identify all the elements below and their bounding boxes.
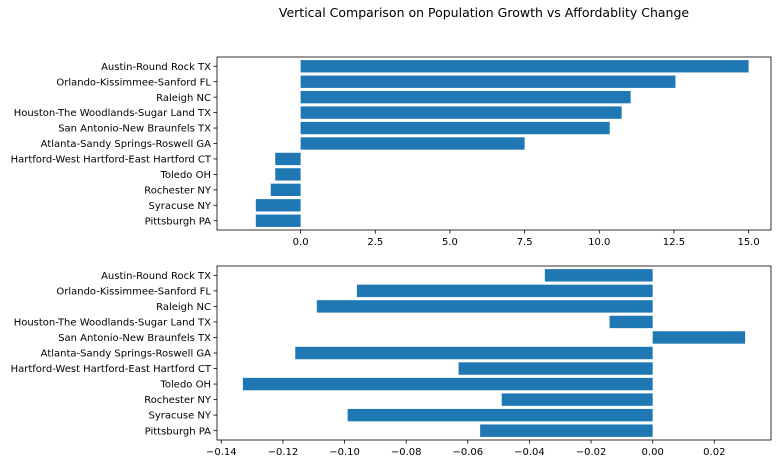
category-label: Houston-The Woodlands-Sugar Land TX bbox=[14, 318, 211, 329]
bar-2-5 bbox=[652, 331, 746, 344]
category-label: Orlando-Kissimmee-Sanford FL bbox=[56, 286, 211, 297]
x-tick-label: −0.06 bbox=[452, 447, 483, 458]
category-label: Austin-Round Rock TX bbox=[101, 271, 211, 282]
chart-title: Vertical Comparison on Population Growth… bbox=[279, 5, 690, 20]
x-tick-label: −0.02 bbox=[576, 447, 607, 458]
bar-1-11 bbox=[255, 214, 301, 227]
bar-1-6 bbox=[300, 137, 525, 150]
x-tick-label: 0.0 bbox=[293, 237, 309, 248]
x-tick-label: −0.10 bbox=[329, 447, 360, 458]
x-tick-label: 2.5 bbox=[367, 237, 383, 248]
category-label: Pittsburgh PA bbox=[145, 426, 212, 437]
panel-2: Austin-Round Rock TX Orlando-Kissimmee-Sa… bbox=[11, 265, 772, 458]
x-tick-label: 12.5 bbox=[663, 237, 685, 248]
bar-1-7 bbox=[275, 152, 301, 166]
category-label: Toledo OH bbox=[160, 380, 212, 391]
bar-2-7 bbox=[458, 362, 653, 375]
panel-1: Austin-Round Rock TX Orlando-Kissimmee-Sa… bbox=[11, 56, 772, 248]
bar-1-8 bbox=[275, 168, 301, 181]
category-label: San Antonio-New Braunfels TX bbox=[58, 124, 211, 135]
x-tick-label: 7.5 bbox=[517, 237, 533, 248]
bar-2-11 bbox=[480, 424, 653, 437]
category-label: Austin-Round Rock TX bbox=[101, 62, 211, 73]
category-label: Rochester NY bbox=[144, 185, 212, 196]
category-label: Orlando-Kissimmee-Sanford FL bbox=[56, 77, 211, 88]
x-tick-label: −0.08 bbox=[391, 447, 422, 458]
category-label: Hartford-West Hartford-East Hartford CT bbox=[11, 364, 212, 375]
x-tick-label: 0.00 bbox=[642, 447, 664, 458]
bar-1-10 bbox=[255, 199, 301, 212]
bar-2-2 bbox=[356, 284, 653, 298]
category-label: Atlanta-Sandy Springs-Roswell GA bbox=[41, 349, 211, 360]
category-label: Houston-The Woodlands-Sugar Land TX bbox=[14, 108, 211, 119]
bar-1-4 bbox=[300, 106, 622, 119]
category-label: Raleigh NC bbox=[156, 93, 211, 104]
x-tick-label: −0.12 bbox=[268, 447, 299, 458]
bar-2-10 bbox=[347, 408, 653, 422]
bar-2-6 bbox=[295, 346, 653, 360]
category-label: Raleigh NC bbox=[156, 302, 211, 313]
bar-1-1 bbox=[300, 60, 749, 73]
category-label: Syracuse NY bbox=[149, 411, 212, 422]
bar-1-5 bbox=[300, 121, 610, 135]
category-label: Rochester NY bbox=[144, 395, 212, 406]
category-label: Hartford-West Hartford-East Hartford CT bbox=[11, 155, 212, 166]
bar-2-1 bbox=[544, 269, 653, 282]
x-tick-label: −0.14 bbox=[206, 447, 237, 458]
bar-1-3 bbox=[300, 90, 631, 104]
x-tick-label: −0.04 bbox=[514, 447, 545, 458]
bar-1-9 bbox=[270, 183, 301, 197]
bar-2-3 bbox=[316, 300, 653, 313]
category-label: Pittsburgh PA bbox=[145, 216, 212, 227]
category-label: Atlanta-Sandy Springs-Roswell GA bbox=[41, 139, 211, 150]
x-tick-label: 10.0 bbox=[588, 237, 610, 248]
category-label: San Antonio-New Braunfels TX bbox=[58, 333, 211, 344]
x-tick-label: 15.0 bbox=[737, 237, 759, 248]
bar-2-9 bbox=[501, 393, 653, 406]
bar-2-4 bbox=[609, 315, 653, 329]
bar-2-8 bbox=[242, 377, 653, 391]
x-tick-label: 5.0 bbox=[442, 237, 458, 248]
category-label: Toledo OH bbox=[160, 170, 212, 181]
category-label: Syracuse NY bbox=[149, 201, 212, 212]
bar-1-2 bbox=[300, 75, 676, 88]
x-tick-label: 0.02 bbox=[703, 447, 725, 458]
